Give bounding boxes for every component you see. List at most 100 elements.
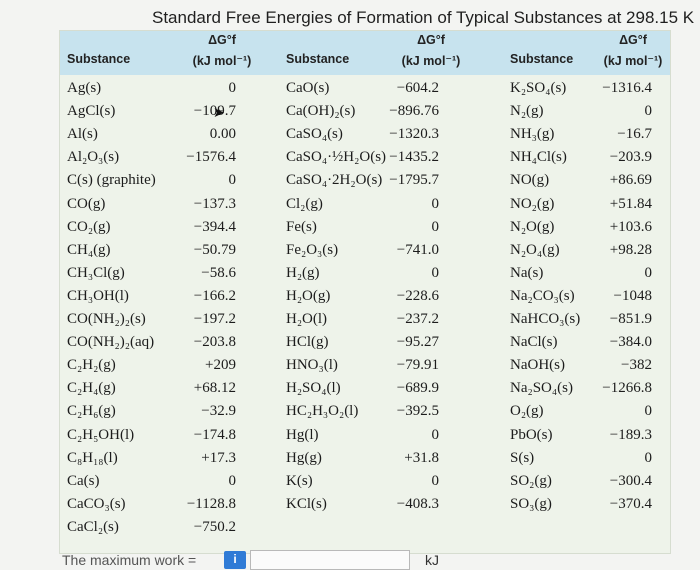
header-unit-2: (kJ mol⁻¹) [401, 54, 461, 68]
substance-cell: H₂O(l) [286, 311, 328, 327]
substance-cell: Cl₂(g) [286, 196, 323, 212]
dg-value-cell: 0 [644, 265, 653, 281]
answer-prompt: The maximum work = [62, 552, 197, 568]
answer-row: The maximum work = i kJ [0, 548, 700, 570]
substance-cell: NH₃(g) [510, 126, 555, 142]
dg-value-cell: −382 [621, 357, 652, 373]
dg-value-cell: −370.4 [609, 496, 652, 512]
substance-cell: CO₂(g) [67, 219, 111, 235]
dg-value-cell: −109.7 [193, 103, 236, 119]
substance-cell: C₂H₂(g) [67, 357, 116, 373]
dg-value-cell: −689.9 [396, 380, 439, 396]
dg-value-cell: −384.0 [609, 334, 652, 350]
dg-value-cell: −1048 [613, 288, 652, 304]
substance-cell: C(s) (graphite) [67, 172, 156, 188]
dg-value-cell: +17.3 [201, 450, 236, 466]
dg-value-cell: −300.4 [609, 473, 652, 489]
header-substance-3: Substance [510, 52, 574, 66]
substance-cell: CH₄(g) [67, 242, 111, 258]
substance-cell: H₂SO₄(l) [286, 380, 341, 396]
dg-value-cell: −50.79 [193, 242, 236, 258]
dg-value-cell: −1316.4 [602, 80, 652, 96]
dg-value-cell: +98.28 [609, 242, 652, 258]
dg-value-cell: −1795.7 [389, 172, 439, 188]
dg-value-cell: −237.2 [396, 311, 439, 327]
substance-cell: K₂SO₄(s) [510, 80, 567, 96]
substance-cell: N₂O(g) [510, 219, 555, 235]
dg-value-cell: −896.76 [389, 103, 439, 119]
substance-cell: H₂(g) [286, 265, 320, 281]
substance-cell: Fe₂O₃(s) [286, 242, 339, 258]
page-title: Standard Free Energies of Formation of T… [152, 8, 695, 27]
substance-cell: CH₃Cl(g) [67, 265, 125, 281]
dg-value-cell: −174.8 [193, 427, 236, 443]
substance-cell: O₂(g) [510, 403, 544, 419]
substance-cell: N₂O₄(g) [510, 242, 560, 258]
dg-value-cell: −750.2 [193, 519, 236, 535]
dg-value-cell: −392.5 [396, 403, 439, 419]
dg-value-cell: +103.6 [609, 219, 652, 235]
substance-cell: HNO₃(l) [286, 357, 338, 373]
substance-cell: Al₂O₃(s) [67, 149, 120, 165]
substance-cell: NaHCO₃(s) [510, 311, 581, 327]
substance-cell: H₂O(g) [286, 288, 331, 304]
substance-cell: N₂(g) [510, 103, 544, 119]
dg-value-cell: +209 [205, 357, 236, 373]
substance-cell: CaO(s) [286, 80, 330, 96]
substance-cell: CaSO₄·½H₂O(s) [286, 149, 387, 165]
substance-cell: NH₄Cl(s) [510, 149, 567, 165]
dg-value-cell: −189.3 [609, 427, 652, 443]
dg-value-cell: 0 [644, 450, 653, 466]
substance-cell: CaCO₃(s) [67, 496, 126, 512]
table-header: Substance ΔG°f (kJ mol⁻¹) Substance ΔG°f… [60, 31, 670, 75]
substance-cell: CH₃OH(l) [67, 288, 129, 304]
substance-cell: HC₂H₃O₂(l) [286, 403, 359, 419]
substance-cell: SO₃(g) [510, 496, 552, 512]
substance-cell: CaSO₄·2H₂O(s) [286, 172, 383, 188]
answer-unit: kJ [425, 552, 439, 568]
dg-value-cell: −408.3 [396, 496, 439, 512]
header-dg-1: ΔG°f [208, 33, 236, 47]
substance-cell: Al(s) [67, 126, 98, 142]
dg-value-cell: −58.6 [201, 265, 236, 281]
dg-value-cell: 0 [228, 80, 237, 96]
substance-cell: CO(NH₂)₂(aq) [67, 334, 155, 350]
substance-cell: CaCl₂(s) [67, 519, 119, 535]
info-icon[interactable]: i [224, 551, 246, 569]
header-unit-1: (kJ mol⁻¹) [192, 54, 252, 68]
dg-value-cell: +31.8 [404, 450, 439, 466]
substance-cell: AgCl(s) [67, 103, 116, 119]
substance-cell: Fe(s) [286, 219, 317, 235]
dg-value-cell: −1320.3 [389, 126, 439, 142]
substance-cell: SO₂(g) [510, 473, 552, 489]
substance-cell: Na(s) [510, 265, 544, 281]
dg-value-cell: −197.2 [193, 311, 236, 327]
dg-value-cell: +51.84 [609, 196, 652, 212]
substance-cell: NaOH(s) [510, 357, 565, 373]
substance-cell: Na₂CO₃(s) [510, 288, 575, 304]
substance-cell: NO(g) [510, 172, 550, 188]
substance-cell: Hg(l) [286, 427, 319, 443]
answer-input[interactable] [250, 550, 410, 570]
dg-value-cell: 0 [644, 103, 653, 119]
dg-value-cell: −16.7 [617, 126, 652, 142]
dg-value-cell: 0 [431, 265, 440, 281]
substance-cell: HCl(g) [286, 334, 329, 350]
dg-value-cell: −1128.8 [186, 496, 236, 512]
substance-cell: CO(g) [67, 196, 106, 212]
dg-value-cell: −32.9 [201, 403, 236, 419]
mouse-cursor-icon: ➤ [213, 105, 225, 121]
dg-value-cell: −79.91 [396, 357, 439, 373]
dg-value-cell: −166.2 [193, 288, 236, 304]
substance-cell: C₂H₆(g) [67, 403, 116, 419]
substance-cell: C₂H₅OH(l) [67, 427, 135, 443]
dg-value-cell: −604.2 [396, 80, 439, 96]
substance-cell: Ca(OH)₂(s) [286, 103, 356, 119]
substance-cell: CaSO₄(s) [286, 126, 343, 142]
dg-value-cell: +86.69 [609, 172, 652, 188]
substance-cell: Ca(s) [67, 473, 100, 489]
dg-value-cell: 0.00 [209, 126, 236, 142]
dg-value-cell: 0 [431, 427, 440, 443]
dg-value-cell: +68.12 [193, 380, 236, 396]
header-dg-3: ΔG°f [619, 33, 647, 47]
